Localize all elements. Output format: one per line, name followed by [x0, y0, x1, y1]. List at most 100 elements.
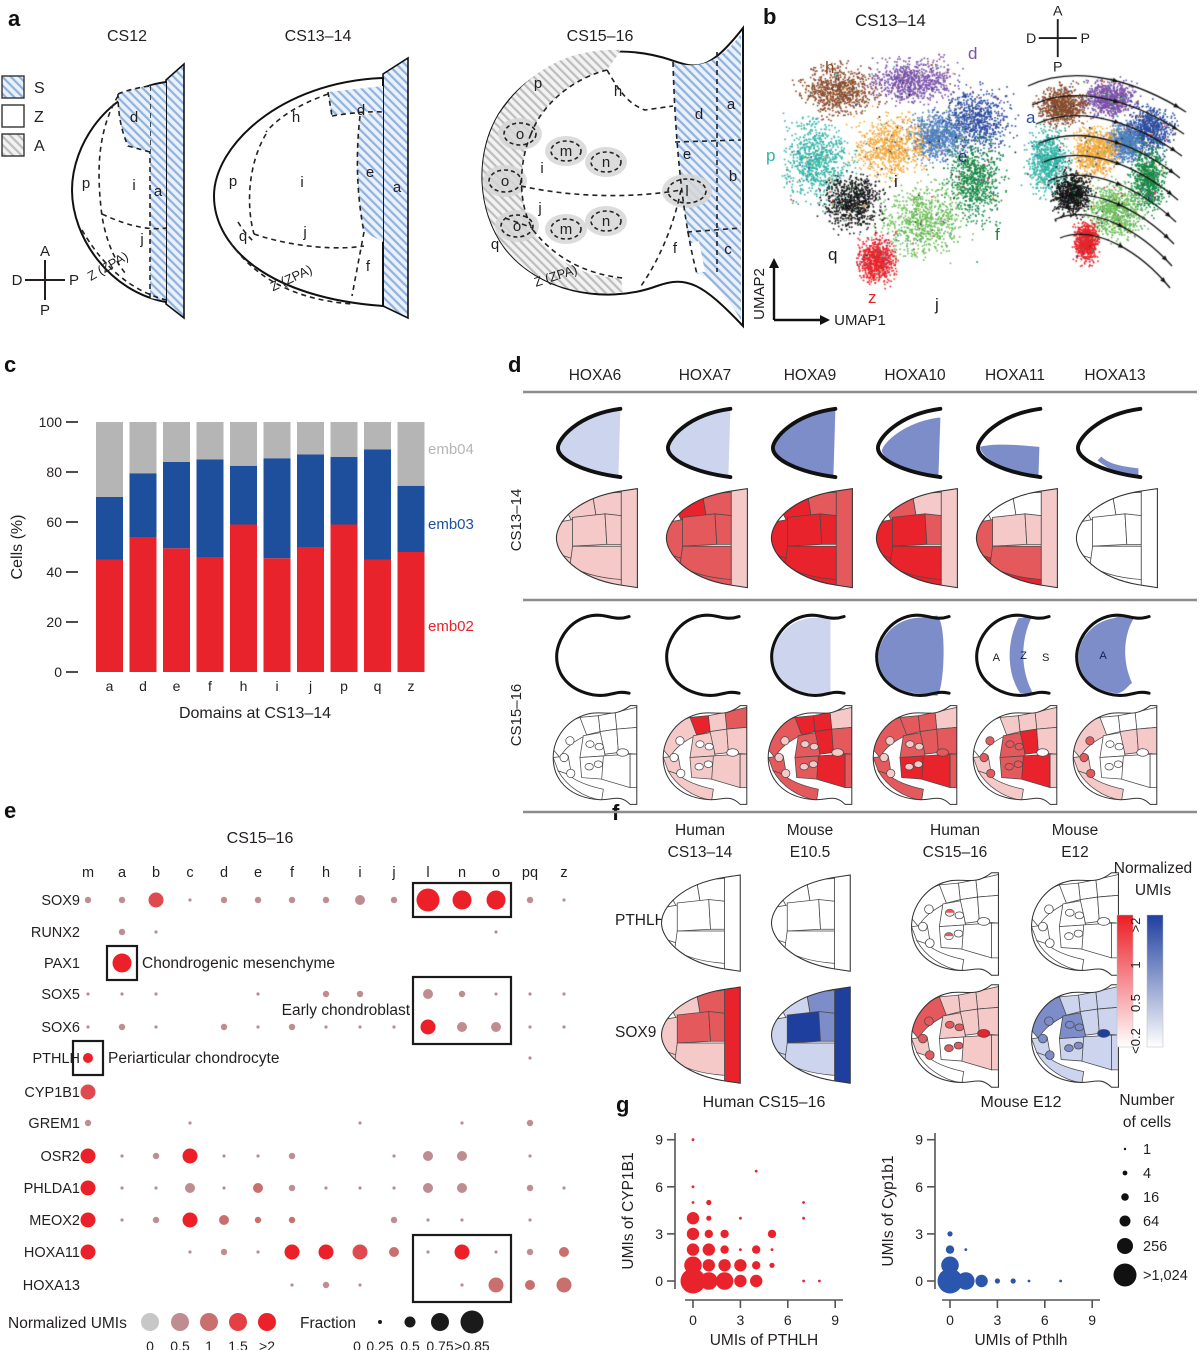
bar-emb02-e — [163, 548, 190, 672]
bubble — [734, 1274, 747, 1288]
legend-emb04: emb04 — [428, 441, 474, 458]
column-header: i — [358, 865, 361, 881]
compass-left: D — [12, 272, 23, 289]
bar-emb02-q — [364, 559, 391, 672]
dot-SOX5-o — [494, 992, 498, 996]
legend-emb03: emb03 — [428, 516, 474, 533]
bar-emb02-z — [397, 552, 425, 672]
umap-cluster-label-f: f — [995, 225, 1000, 244]
dot-SOX9-h — [322, 896, 330, 904]
bubble — [937, 1268, 963, 1294]
bubble — [718, 1259, 731, 1272]
dot-MEOX2-e — [254, 1216, 262, 1224]
bubble — [975, 1274, 988, 1288]
color-legend-label: 0 — [146, 1338, 154, 1350]
cells-legend-title: of cells — [1123, 1114, 1171, 1131]
expression-outline-cs15: A — [1075, 613, 1151, 697]
dot-SOX5-h — [322, 990, 330, 998]
fatemap-cs15 — [1031, 984, 1119, 1088]
dot-PHLDA1-c — [185, 1183, 195, 1193]
dot-PAX1-a — [112, 953, 132, 973]
size-legend-dot — [404, 1316, 416, 1328]
column-header: c — [186, 865, 193, 881]
domain-label-cs15-16: e — [683, 146, 691, 163]
fatemap-cs15 — [767, 705, 853, 805]
fatemap-cs13 — [1075, 487, 1158, 589]
x-axis-title: UMIs of PTHLH — [710, 1332, 819, 1349]
fatemap-cs13 — [875, 487, 958, 589]
bar-emb04-p — [330, 422, 358, 457]
stage-row-label: CS15–16 — [508, 684, 525, 747]
gene-row-label: PTHLH — [32, 1051, 80, 1067]
f-col-header: E10.5 — [790, 844, 831, 861]
colorbar-title: Normalized — [1114, 860, 1192, 877]
size-legend-dot — [378, 1320, 382, 1324]
dot-SOX5-z — [562, 992, 566, 996]
fatemap-cs15 — [662, 705, 748, 805]
dot-PHLDA1-n — [457, 1183, 467, 1193]
bubble — [994, 1278, 1000, 1284]
domain-label-cs15-16: n — [602, 213, 610, 230]
bubble — [686, 1212, 700, 1225]
dot-PHLDA1-f — [288, 1184, 296, 1192]
bar-chart: 0 20 40 60 80 100 a d e f h i j p q z Domains at CS13–14… — [9, 414, 474, 722]
umap-cluster-label-j: j — [935, 295, 939, 314]
cells-legend-label: >1,024 — [1143, 1268, 1188, 1284]
bubble — [691, 1138, 695, 1142]
domain-label-cs15-16: j — [537, 200, 541, 217]
bubble — [770, 1248, 774, 1251]
gene-row-label: SOX6 — [41, 1020, 80, 1036]
legend-label: S — [34, 80, 45, 97]
bubble — [720, 1245, 729, 1254]
expression-outline-cs15 — [555, 613, 631, 697]
dot-MEOX2-pq — [528, 1218, 532, 1222]
umap-cluster-label-e: e — [958, 147, 968, 166]
fatemap-cs15 — [1031, 872, 1119, 976]
bubble — [769, 1262, 775, 1268]
bubble — [750, 1274, 763, 1288]
scatter-title: Human CS15–16 — [703, 1094, 826, 1111]
bubble — [739, 1248, 742, 1251]
column-header: z — [560, 865, 567, 881]
panel-a-tissue-legend: SZA — [1, 75, 45, 157]
y-tick: 3 — [655, 1226, 663, 1242]
dot-HOXA11-m — [80, 1244, 96, 1260]
panel-e-letter: e — [4, 798, 17, 823]
fatemap-cs15 — [552, 705, 638, 805]
bubble — [700, 1272, 718, 1290]
dot-PHLDA1-e — [253, 1183, 263, 1193]
umap-cluster-label-a: a — [1026, 108, 1036, 127]
y-axis-title: UMIs of CYP1B1 — [620, 1152, 637, 1269]
fatemap-cs13 — [975, 487, 1058, 589]
x-tick-label: f — [208, 678, 212, 694]
dot-SOX5-pq — [528, 992, 532, 996]
bar-emb03-f — [196, 459, 224, 557]
umap-cluster-label-h: h — [825, 58, 835, 77]
gene-row-label: PHLDA1 — [24, 1181, 80, 1197]
x-tick-label: d — [139, 678, 147, 694]
compass-right: P — [69, 272, 79, 289]
cells-legend-dot — [1119, 1215, 1131, 1227]
y-tick-label: 80 — [46, 464, 62, 480]
column-header: b — [152, 865, 160, 881]
size-legend-label: 0 — [353, 1338, 361, 1350]
colorbar-tick: >2 — [1128, 918, 1143, 933]
dot-SOX9-m — [84, 896, 92, 904]
highlight-box — [105, 944, 139, 982]
bubble — [945, 1245, 955, 1254]
colorbar-tick: <0.2 — [1128, 1028, 1143, 1054]
cells-legend-dot — [1122, 1170, 1128, 1176]
dot-HOXA13-z — [556, 1277, 572, 1293]
cells-legend-label: 64 — [1143, 1214, 1159, 1230]
colorbar-red — [1116, 914, 1134, 1048]
x-tick: 9 — [831, 1312, 839, 1328]
bubble — [691, 1185, 695, 1189]
dot-CYP1B1-m — [80, 1084, 96, 1100]
panel-a-letter: a — [8, 6, 21, 31]
cells-legend-label: 4 — [1143, 1166, 1151, 1182]
dot-SOX6-l — [420, 1019, 436, 1035]
domain-label-cs13-14: p — [229, 173, 237, 190]
